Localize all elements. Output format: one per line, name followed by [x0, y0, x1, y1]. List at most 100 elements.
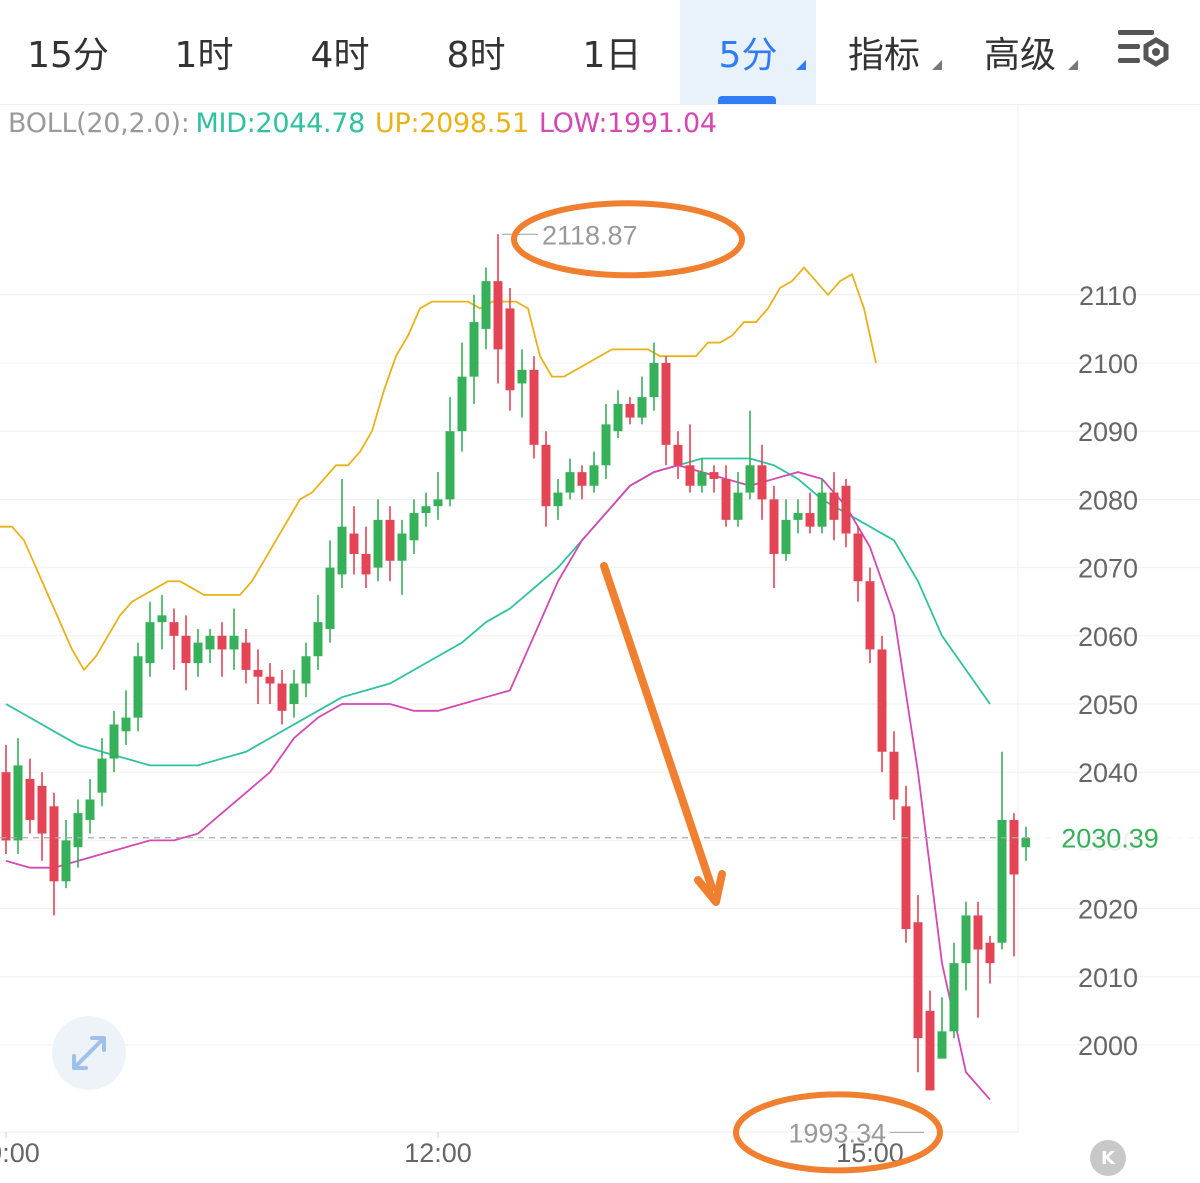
candle — [721, 465, 731, 527]
candle-body — [841, 485, 851, 534]
candle-body — [661, 363, 671, 445]
candle-body — [577, 472, 587, 486]
candle — [289, 669, 299, 718]
expand-arrows-icon[interactable] — [52, 1016, 126, 1090]
candle-body — [469, 322, 479, 377]
candle-body — [25, 779, 35, 820]
candle — [1021, 826, 1031, 861]
candle — [829, 472, 839, 541]
candle — [517, 349, 527, 418]
candle — [889, 731, 899, 820]
candle — [229, 608, 239, 670]
candle — [877, 635, 887, 773]
candle — [817, 478, 827, 534]
candle — [589, 451, 599, 493]
candle — [133, 642, 143, 732]
candle — [601, 403, 611, 479]
k-button[interactable]: K — [1090, 1140, 1126, 1176]
candle — [853, 526, 863, 602]
candle-body — [673, 444, 683, 466]
x-tick-label: 12:00 — [404, 1138, 472, 1168]
tab-advanced[interactable]: 高级 — [952, 0, 1088, 104]
candle — [769, 485, 779, 589]
candle-body — [973, 915, 983, 950]
y-tick-label: 2040 — [1078, 758, 1138, 788]
candle — [121, 690, 131, 745]
tab-indicators[interactable]: 指标 — [816, 0, 952, 104]
tab-8hour[interactable]: 8时 — [408, 0, 544, 104]
candle — [505, 287, 515, 411]
candle — [97, 738, 107, 807]
candle — [649, 342, 659, 411]
candle — [73, 799, 83, 868]
candle-body — [913, 922, 923, 1039]
candle-body — [409, 513, 419, 541]
candle-body — [349, 533, 359, 554]
tab-5min[interactable]: 5分 — [680, 0, 816, 104]
y-tick-label: 2110 — [1079, 281, 1137, 311]
tab-15min[interactable]: 15分 — [0, 0, 136, 104]
candle-body — [253, 669, 263, 677]
candle — [997, 751, 1007, 950]
k-button-label: K — [1101, 1147, 1115, 1169]
boll-up-line — [0, 266, 877, 672]
candle-body — [613, 403, 623, 432]
candle — [901, 785, 911, 943]
candle-body — [205, 635, 215, 650]
candle-body — [757, 465, 767, 500]
candle — [985, 935, 995, 984]
candle-body — [865, 581, 875, 650]
high-marker-label: 2118.87 — [542, 220, 638, 250]
candle-body — [781, 519, 791, 554]
candle-body — [457, 376, 467, 432]
candle-body — [829, 492, 839, 520]
dropdown-triangle-icon — [796, 60, 806, 70]
candle — [577, 465, 587, 500]
candle-body — [169, 622, 179, 636]
tab-1day[interactable]: 1日 — [544, 0, 680, 104]
candle — [265, 663, 275, 704]
candle-body — [433, 499, 443, 507]
candle-body — [685, 465, 695, 486]
candle-body — [277, 683, 287, 711]
candle-body — [1009, 819, 1019, 875]
candle-body — [601, 424, 611, 466]
candle — [61, 819, 71, 889]
candle-body — [157, 615, 167, 623]
candle-body — [481, 281, 491, 329]
candle — [205, 628, 215, 664]
candle — [685, 424, 695, 493]
tab-1hour[interactable]: 1时 — [136, 0, 272, 104]
dropdown-triangle-icon — [932, 60, 942, 70]
candle — [745, 410, 755, 500]
candle-body — [985, 942, 995, 964]
candle-body — [97, 758, 107, 793]
candle — [397, 519, 407, 595]
candle — [325, 540, 335, 643]
candle-body — [85, 799, 95, 820]
candle — [109, 710, 119, 773]
candle-body — [229, 635, 239, 650]
candle-body — [889, 751, 899, 800]
y-tick-label: 2050 — [1078, 690, 1138, 720]
down-arrow-shaft — [600, 562, 716, 892]
candle — [757, 444, 767, 520]
candle-body — [553, 492, 563, 507]
y-tick-label: 2090 — [1078, 417, 1138, 447]
candle-body — [529, 369, 539, 445]
candle-body — [181, 635, 191, 664]
candle-body — [517, 369, 527, 384]
settings-gear-icon[interactable] — [1112, 24, 1172, 76]
candle-body — [193, 642, 203, 664]
candle — [457, 342, 467, 452]
candle — [241, 628, 251, 684]
tab-label: 15分 — [27, 35, 109, 76]
tab-4hour[interactable]: 4时 — [272, 0, 408, 104]
candle-body — [361, 553, 371, 575]
candle-body — [541, 444, 551, 507]
candle — [925, 990, 935, 1091]
candle-body — [997, 819, 1007, 943]
tab-label: 指标 — [847, 35, 920, 76]
candle-body — [301, 656, 311, 684]
